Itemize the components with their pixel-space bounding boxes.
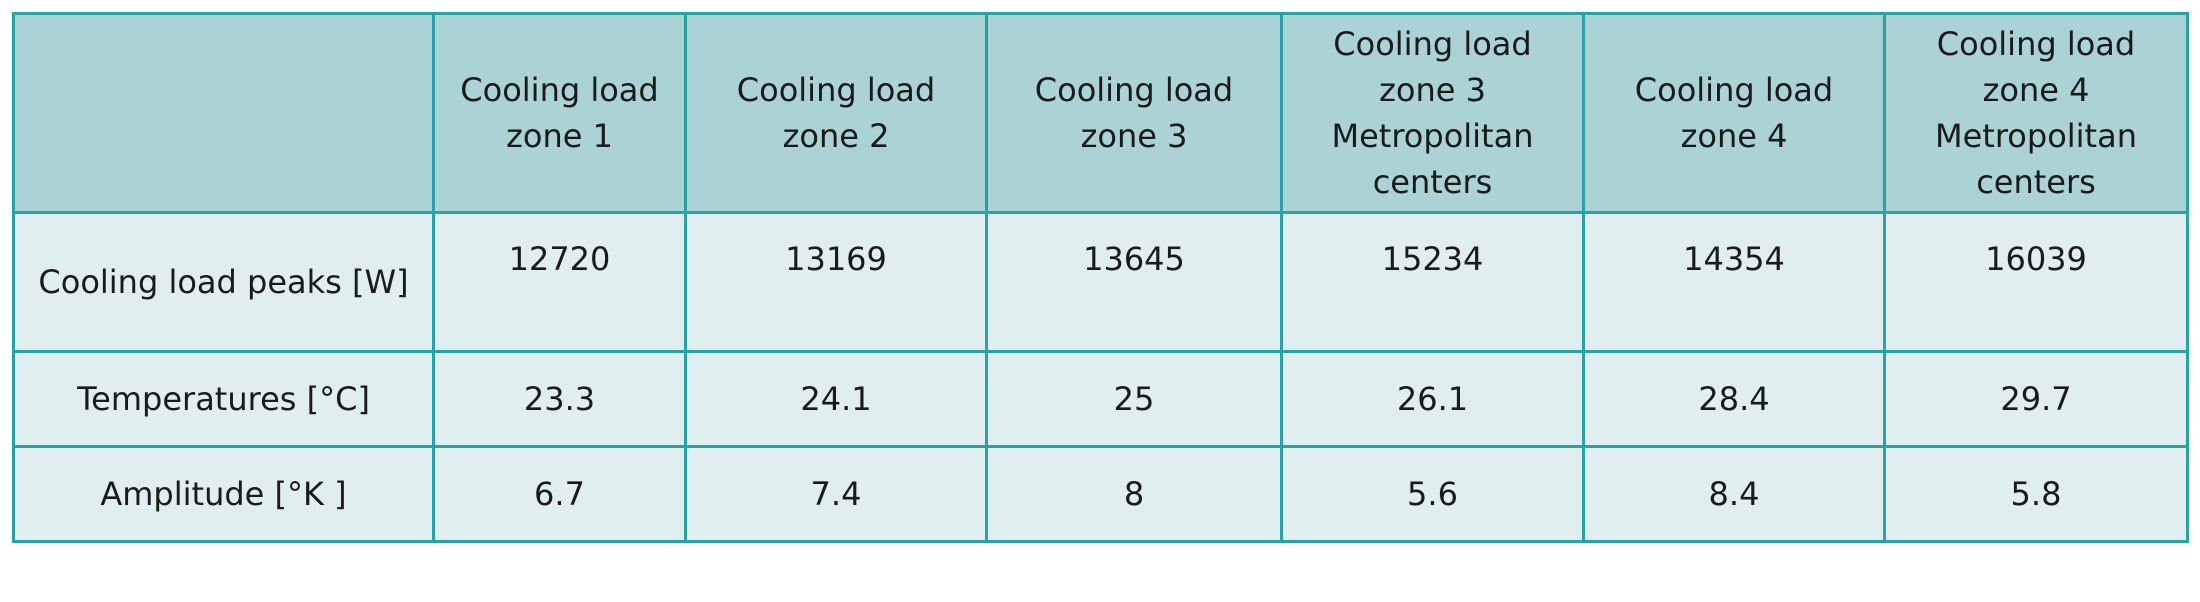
table-cell: 5.8: [1883, 445, 2189, 543]
table-cell: 8: [985, 445, 1283, 543]
header-cell-zone-3-metro: Cooling load zone 3 Metropolitan centers: [1280, 12, 1585, 214]
table-row-amplitude: Amplitude [°K ] 6.7 7.4 8 5.6 8.4 5.8: [12, 445, 2189, 543]
table-row-cooling-load-peaks: Cooling load peaks [W] 12720 13169 13645…: [12, 211, 2189, 353]
header-cell-zone-1: Cooling load zone 1: [432, 12, 687, 214]
header-cell-zone-4: Cooling load zone 4: [1582, 12, 1886, 214]
table-cell: 28.4: [1582, 350, 1886, 448]
header-cell-empty: [12, 12, 435, 214]
table-cell: 12720: [432, 211, 687, 353]
row-label: Cooling load peaks [W]: [12, 211, 435, 353]
table-cell: 13645: [985, 211, 1283, 353]
cooling-load-table: Cooling load zone 1 Cooling load zone 2 …: [12, 12, 2189, 543]
table-cell: 6.7: [432, 445, 687, 543]
header-cell-zone-2: Cooling load zone 2: [684, 12, 988, 214]
table-cell: 8.4: [1582, 445, 1886, 543]
header-row: Cooling load zone 1 Cooling load zone 2 …: [12, 12, 2189, 214]
table-cell: 16039: [1883, 211, 2189, 353]
table-cell: 7.4: [684, 445, 988, 543]
row-label: Temperatures [°C]: [12, 350, 435, 448]
table-cell: 13169: [684, 211, 988, 353]
table-cell: 5.6: [1280, 445, 1585, 543]
table-cell: 14354: [1582, 211, 1886, 353]
table-cell: 15234: [1280, 211, 1585, 353]
row-label: Amplitude [°K ]: [12, 445, 435, 543]
table-cell: 25: [985, 350, 1283, 448]
table-cell: 24.1: [684, 350, 988, 448]
table-cell: 29.7: [1883, 350, 2189, 448]
table-row-temperatures: Temperatures [°C] 23.3 24.1 25 26.1 28.4…: [12, 350, 2189, 448]
header-cell-zone-3: Cooling load zone 3: [985, 12, 1283, 214]
table-cell: 26.1: [1280, 350, 1585, 448]
table-cell: 23.3: [432, 350, 687, 448]
header-cell-zone-4-metro: Cooling load zone 4 Metropolitan centers: [1883, 12, 2189, 214]
